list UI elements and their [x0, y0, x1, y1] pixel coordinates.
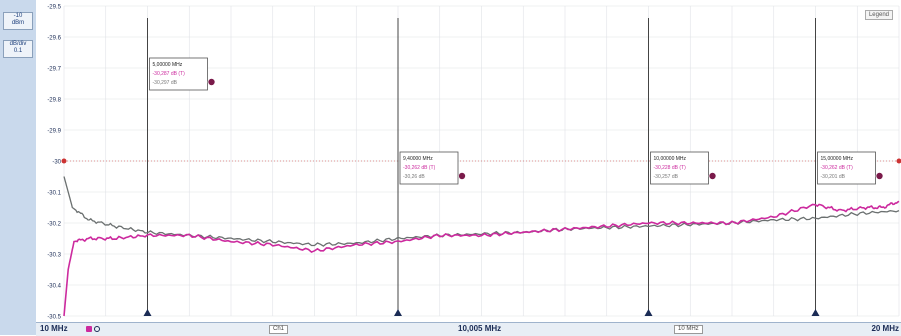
center-frequency-label: 10,005 MHz	[458, 324, 501, 333]
y-tick-label: -29.7	[47, 67, 61, 73]
legend-button[interactable]: Legend	[865, 10, 893, 20]
y-tick-label: -29.5	[47, 5, 61, 11]
marker-1-readout-line-2: -30,287 dB (T)	[153, 71, 186, 77]
marker-3-readout-line-2: -30,228 dB (T)	[654, 165, 687, 171]
start-frequency-label: 10 MHz	[40, 324, 68, 333]
center-marker-box[interactable]: Ch1	[269, 325, 288, 334]
marker-2-readout-line-2: -30,262 dB (T)	[403, 165, 436, 171]
start-marker-icon-2[interactable]	[94, 326, 100, 332]
reference-left-dot	[62, 159, 67, 164]
y-tick-label: -30.1	[47, 191, 61, 197]
marker-4-readout-line-3: -30,201 dB	[821, 174, 846, 180]
y-tick-label: -29.9	[47, 129, 61, 135]
ref-scale-value: -10	[4, 13, 32, 20]
reference-right-dot	[897, 159, 901, 164]
y-tick-label: -29.8	[47, 98, 61, 104]
marker-2-readout-line-3: -30,26 dB	[403, 174, 425, 180]
start-marker-icon[interactable]	[86, 326, 92, 332]
y-tick-label: -29.6	[47, 36, 61, 42]
frequency-axis-bar: 10 MHz Ch1 10,005 MHz 10 MHz 20 MHz	[36, 322, 901, 336]
y-tick-label: -30.2	[47, 222, 61, 228]
chart-svg: -29.5 -29.6 -29.7 -29.8 -29.9 -30 -30.1 -30.2 -3…	[36, 0, 901, 322]
marker-2-handle	[459, 173, 466, 180]
marker-1-readout-line-3: -30,297 dB	[153, 80, 178, 86]
y-tick-label: -30.5	[47, 315, 61, 321]
left-panel: -10 dBm dB/div 0.1	[0, 0, 37, 335]
div-scale-box[interactable]: dB/div 0.1	[3, 40, 33, 58]
marker-1-handle	[208, 79, 215, 86]
marker-3-readout-line-3: -30,257 dB	[654, 174, 679, 180]
y-tick-label: -30.3	[47, 253, 61, 259]
marker-3-handle	[709, 173, 716, 180]
marker-1-readout-line-1: 5,00000 MHz	[153, 62, 183, 68]
end-frequency-label: 20 MHz	[871, 324, 899, 333]
div-scale-unit: dB/div	[4, 41, 32, 48]
div-scale-value: 0.1	[4, 48, 32, 55]
y-tick-label: -30.4	[47, 284, 61, 290]
marker-4-readout-line-1: 15,00000 MHz	[821, 156, 854, 162]
marker-2-triangle	[394, 309, 402, 316]
marker-4-readout-line-2: -30,262 dB (T)	[821, 165, 854, 171]
marker-3-triangle	[645, 309, 653, 316]
marker-4-triangle	[812, 309, 820, 316]
y-tick-label: -30	[52, 160, 61, 166]
marker-4-handle	[876, 173, 883, 180]
marker-3-readout-line-1: 10,00000 MHz	[654, 156, 687, 162]
marker-1-triangle	[144, 309, 152, 316]
marker-2-readout-line-1: 9,40000 MHz	[403, 156, 433, 162]
plot-area[interactable]: Legend -29.5 -29.6 -29.7 -29.8 -29.9 -30 -30.1…	[36, 0, 901, 322]
ref-scale-unit: dBm	[4, 20, 32, 27]
ref-scale-box[interactable]: -10 dBm	[3, 12, 33, 30]
span-box[interactable]: 10 MHz	[674, 325, 703, 334]
